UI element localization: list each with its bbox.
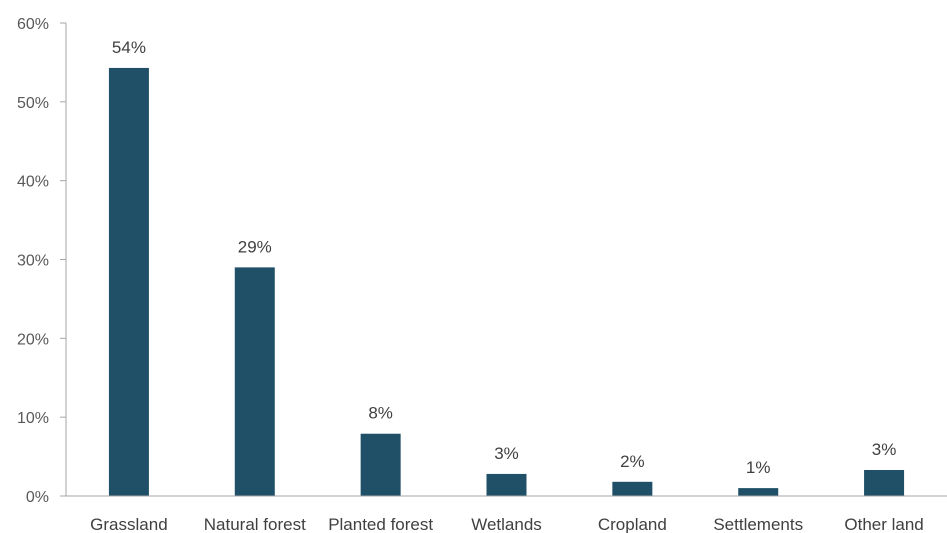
- y-tick-label: 50%: [17, 95, 49, 112]
- data-label: 3%: [872, 440, 897, 459]
- x-axis: Grassland Natural forest Planted forest Wet…: [66, 495, 947, 533]
- bar: [864, 469, 905, 496]
- x-tick-label: Other land: [844, 515, 923, 533]
- data-label: 3%: [494, 444, 519, 463]
- bar: [486, 473, 527, 496]
- x-tick-label: Grassland: [90, 515, 167, 533]
- data-label: 2%: [620, 452, 645, 471]
- y-tick-label: 40%: [17, 174, 49, 191]
- bar: [234, 267, 275, 496]
- bar: [738, 488, 779, 496]
- x-tick-label: Natural forest: [204, 515, 306, 533]
- bars: [108, 67, 905, 496]
- y-tick-label: 20%: [17, 331, 49, 348]
- bar: [108, 67, 149, 496]
- data-labels: 54% 29% 8% 3% 2% 1% 3%: [112, 38, 896, 477]
- data-label: 1%: [746, 458, 771, 477]
- y-tick-label: 60%: [17, 16, 49, 33]
- y-tick-label: 0%: [26, 489, 49, 506]
- data-label: 54%: [112, 38, 146, 57]
- data-label: 8%: [368, 404, 393, 423]
- y-axis: 0% 10% 20% 30% 40% 50% 60%: [17, 16, 67, 506]
- x-tick-label: Planted forest: [328, 515, 433, 533]
- data-label: 29%: [238, 237, 272, 256]
- x-tick-label: Wetlands: [471, 515, 542, 533]
- x-tick-label: Settlements: [713, 515, 803, 533]
- x-tick-label: Cropland: [598, 515, 667, 533]
- y-tick-label: 30%: [17, 253, 49, 270]
- bar: [360, 433, 401, 496]
- y-tick-label: 10%: [17, 410, 49, 427]
- bar: [612, 481, 653, 496]
